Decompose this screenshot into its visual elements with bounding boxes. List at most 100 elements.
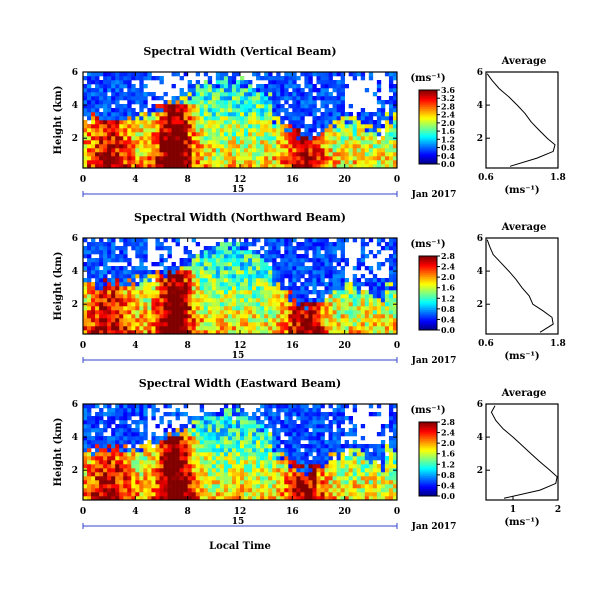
heatmap-cell (316, 412, 321, 417)
heatmap-cell (344, 124, 349, 129)
heatmap-cell (231, 124, 237, 129)
heatmap-cell (284, 314, 289, 319)
heatmap-cell (388, 164, 394, 169)
heatmap-cell (288, 420, 293, 425)
heatmap-cell (143, 314, 148, 319)
heatmap-cell (340, 120, 345, 125)
heatmap-cell (123, 416, 128, 421)
heatmap-cell (167, 314, 172, 319)
heatmap-cell (111, 472, 116, 477)
heatmap-cell (219, 460, 225, 465)
heatmap-cell (231, 76, 237, 81)
heatmap-cell (211, 120, 217, 125)
heatmap-cell (356, 148, 362, 153)
heatmap-cell (352, 148, 358, 153)
heatmap-cell (284, 496, 289, 501)
heatmap-cell (260, 96, 265, 101)
heatmap-cell (332, 148, 337, 153)
heatmap-cell (308, 164, 313, 169)
heatmap-cell (336, 448, 341, 453)
heatmap-cell (99, 420, 104, 425)
heatmap-cell (264, 488, 269, 493)
heatmap-cell (123, 408, 128, 413)
heatmap-cell (284, 246, 289, 251)
heatmap-cell (119, 436, 124, 441)
heatmap-cell (143, 306, 148, 311)
heatmap-cell (268, 416, 273, 421)
heatmap-cell (292, 456, 297, 461)
heatmap-cell (223, 452, 229, 457)
heatmap-cell (163, 124, 168, 129)
heatmap-cell (360, 156, 366, 161)
heatmap-cell (304, 112, 309, 117)
heatmap-cell (308, 128, 313, 133)
heatmap-cell (276, 164, 281, 169)
heatmap-cell (107, 412, 112, 417)
heatmap-cell (223, 72, 229, 77)
heatmap-cell (312, 318, 317, 323)
heatmap-cell (240, 464, 245, 469)
heatmap-cell (171, 278, 176, 283)
heatmap-cell (203, 116, 209, 121)
heatmap-cell (195, 266, 201, 271)
heatmap-cell (344, 416, 349, 421)
heatmap-cell (95, 318, 100, 323)
heatmap-cell (336, 404, 341, 409)
heatmap-cell (99, 136, 104, 141)
heatmap-cell (372, 254, 378, 259)
heatmap-cell (268, 238, 273, 243)
heatmap-cell (155, 104, 160, 109)
heatmap-cell (139, 124, 144, 129)
heatmap-cell (95, 432, 100, 437)
heatmap-cell (95, 104, 100, 109)
heatmap-cell (336, 112, 341, 117)
heatmap-cell (324, 246, 329, 251)
heatmap-cell (203, 298, 209, 303)
heatmap-cell (223, 242, 229, 247)
heatmap-cell (288, 404, 293, 409)
heatmap-cell (235, 496, 241, 501)
heatmap-cell (300, 290, 305, 295)
heatmap-cell (111, 116, 116, 121)
heatmap-cell (95, 266, 100, 271)
heatmap-cell (107, 140, 112, 145)
heatmap-cell (127, 484, 132, 489)
heatmap-cell (91, 266, 96, 271)
heatmap-cell (103, 76, 108, 81)
heatmap-cell (199, 424, 205, 429)
heatmap-cell (316, 420, 321, 425)
heatmap-cell (159, 444, 164, 449)
heatmap-cell (248, 330, 253, 335)
heatmap-cell (300, 408, 305, 413)
heatmap-cell (348, 460, 354, 465)
heatmap-cell (316, 452, 321, 457)
heatmap-cell (163, 476, 168, 481)
heatmap-cell (264, 112, 269, 117)
heatmap-cell (207, 92, 213, 97)
heatmap-cell (223, 408, 229, 413)
heatmap-cell (115, 416, 120, 421)
heatmap-cell (219, 282, 225, 287)
heatmap-cell (207, 302, 213, 307)
heatmap-cell (183, 496, 188, 501)
heatmap-cell (312, 408, 317, 413)
heatmap-cell (308, 444, 313, 449)
heatmap-cell (199, 432, 205, 437)
heatmap-cell (95, 456, 100, 461)
heatmap-cell (207, 278, 213, 283)
heatmap-cell (119, 318, 124, 323)
heatmap-cell (139, 148, 144, 153)
heatmap-cell (127, 148, 132, 153)
heatmap-cell (296, 408, 301, 413)
heatmap-cell (99, 428, 104, 433)
heatmap-cell (312, 310, 317, 315)
heatmap-cell (203, 496, 209, 501)
heatmap-cell (260, 440, 265, 445)
heatmap-cell (99, 242, 104, 247)
heatmap-cell (276, 144, 281, 149)
heatmap-cell (360, 294, 366, 299)
heatmap-cell (288, 262, 293, 267)
heatmap-cell (300, 100, 305, 105)
heatmap-cell (240, 80, 245, 85)
heatmap-cell (215, 152, 221, 157)
